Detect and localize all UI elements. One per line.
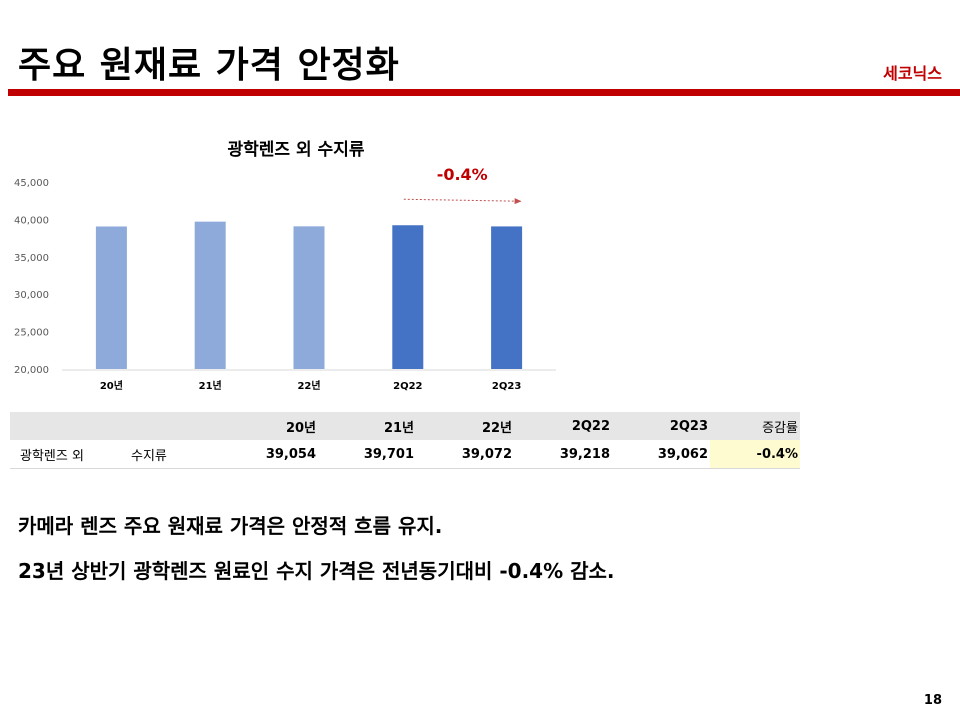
header-21: 21년	[318, 412, 416, 440]
cell-2q22: 39,218	[514, 440, 612, 469]
header-empty-cell	[10, 412, 125, 440]
x-tick-label: 22년	[297, 379, 320, 392]
table-header-row: 20년 21년 22년 2Q22 2Q23 증감률	[10, 412, 800, 440]
change-arrow	[403, 198, 522, 205]
y-tick-label: 40,000	[14, 215, 49, 226]
header-change: 증감률	[710, 412, 800, 440]
row-label: 광학렌즈 외	[10, 440, 125, 469]
x-tick-label: 2Q23	[492, 381, 521, 392]
change-annotation: -0.4%	[403, 165, 522, 205]
y-tick-label: 45,000	[14, 178, 49, 189]
bar	[95, 226, 127, 369]
page-number: 18	[923, 693, 942, 708]
y-axis: 20,000 25,000 30,000 35,000 40,000 45,000	[14, 178, 49, 376]
table-row: 광학렌즈 외 수지류 39,054 39,701 39,072 39,218 3…	[10, 440, 800, 469]
row-sublabel: 수지류	[125, 440, 220, 469]
x-tick-label: 20년	[100, 379, 123, 392]
summary-line-1: 카메라 렌즈 주요 원재료 가격은 안정적 흐름 유지.	[18, 514, 443, 538]
chart-title: 광학렌즈 외 수지류	[227, 140, 365, 160]
bar	[194, 221, 226, 369]
summary-line-2: 23년 상반기 광학렌즈 원료인 수지 가격은 전년동기대비 -0.4% 감소.	[18, 559, 615, 583]
cell-21: 39,701	[318, 440, 416, 469]
y-tick-label: 35,000	[14, 253, 49, 264]
bar-series	[95, 221, 523, 369]
x-tick-label: 21년	[199, 379, 222, 392]
price-table: 20년 21년 22년 2Q22 2Q23 증감률 광학렌즈 외 수지류 39,…	[10, 412, 800, 469]
bar	[293, 226, 325, 369]
company-name: 세코닉스	[883, 64, 942, 83]
header-empty-cell	[125, 412, 220, 440]
y-tick-label: 30,000	[14, 290, 49, 301]
cell-20: 39,054	[220, 440, 318, 469]
y-tick-label: 20,000	[14, 365, 49, 376]
header-22: 22년	[416, 412, 514, 440]
y-tick-label: 25,000	[14, 328, 49, 339]
header-20: 20년	[220, 412, 318, 440]
bar	[392, 225, 424, 369]
cell-22: 39,072	[416, 440, 514, 469]
bar-chart: 20,000 25,000 30,000 35,000 40,000 45,000 20년…	[14, 165, 556, 392]
cell-2q23: 39,062	[612, 440, 710, 469]
x-tick-label: 2Q22	[393, 381, 422, 392]
page-title: 주요 원재료 가격 안정화	[18, 45, 400, 86]
cell-change: -0.4%	[710, 440, 800, 469]
title-divider	[8, 89, 960, 96]
header-2q23: 2Q23	[612, 412, 710, 440]
x-axis: 20년 21년 22년 2Q22 2Q23	[62, 369, 556, 392]
bar	[491, 226, 523, 369]
change-label: -0.4%	[437, 165, 488, 184]
header-2q22: 2Q22	[514, 412, 612, 440]
